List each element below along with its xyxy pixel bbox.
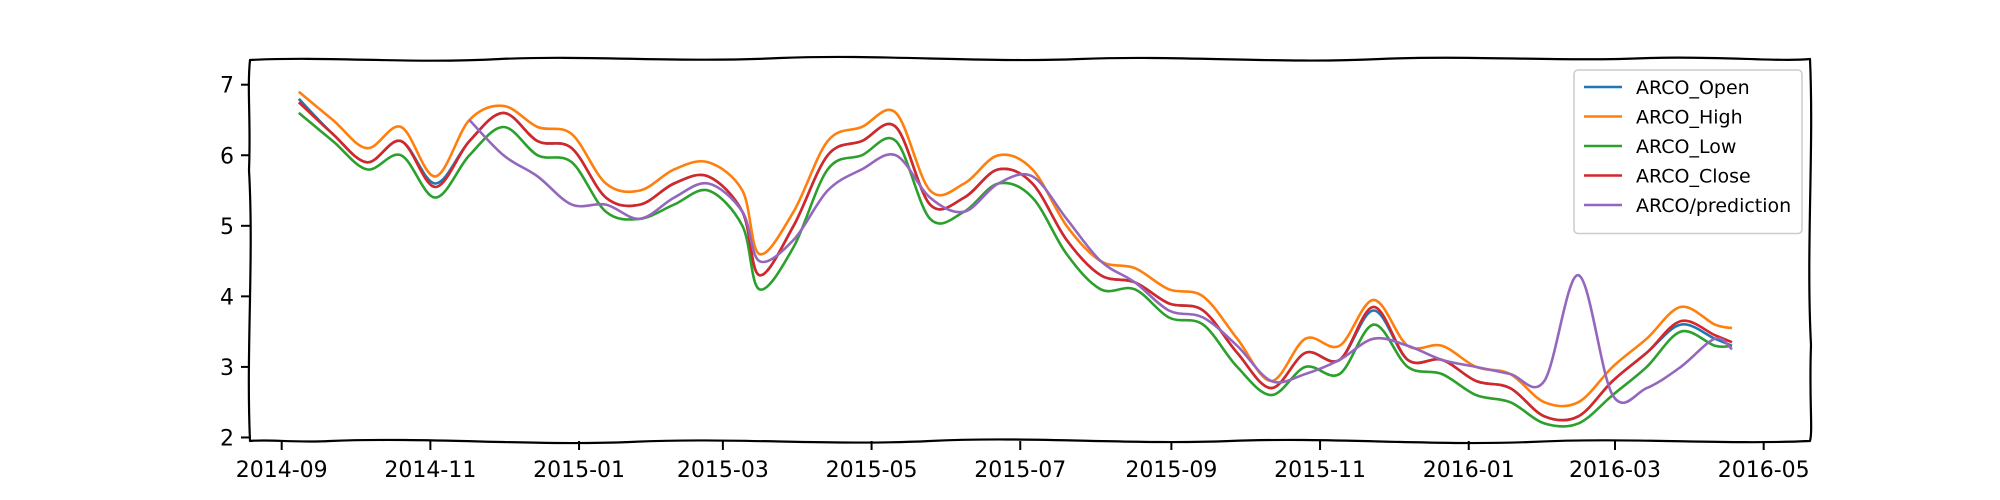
legend-label: ARCO_Low <box>1636 136 1736 158</box>
y-tick-label: 6 <box>220 144 234 169</box>
legend-label: ARCO_Close <box>1636 166 1751 188</box>
x-tick-label: 2014-09 <box>236 458 328 483</box>
y-axis: 2 3 4 5 6 7 <box>220 74 250 451</box>
series-line-0 <box>297 97 1733 422</box>
x-tick-label: 2015-05 <box>826 458 918 483</box>
y-tick-label: 7 <box>220 74 234 99</box>
plot-frame <box>247 55 1813 445</box>
series-line-4 <box>468 119 1733 404</box>
y-tick-label: 5 <box>220 215 234 240</box>
legend-box <box>1573 69 1803 235</box>
legend-label: ARCO/prediction <box>1636 195 1791 217</box>
x-axis: 2014-09 2014-11 2015-01 2015-03 2015-05 2015-… <box>236 441 1810 483</box>
y-tick-label: 3 <box>220 356 234 381</box>
x-tick-label: 2015-09 <box>1125 458 1217 483</box>
x-tick-label: 2015-07 <box>974 458 1066 483</box>
x-tick-label: 2016-05 <box>1718 458 1810 483</box>
y-tick-label: 2 <box>220 426 234 451</box>
series-line-3 <box>297 101 1733 422</box>
legend: ARCO_Open ARCO_High ARCO_Low ARCO_Close ARCO… <box>1573 69 1803 235</box>
x-tick-label: 2015-01 <box>533 458 625 483</box>
x-tick-label: 2015-03 <box>677 458 769 483</box>
x-tick-label: 2014-11 <box>384 458 476 483</box>
x-tick-label: 2015-11 <box>1274 458 1366 483</box>
y-tick-label: 4 <box>220 285 234 310</box>
series-layer <box>297 90 1733 428</box>
series-line-2 <box>297 111 1733 428</box>
series-line-1 <box>297 90 1733 408</box>
x-tick-label: 2016-01 <box>1423 458 1515 483</box>
x-tick-label: 2016-03 <box>1569 458 1661 483</box>
legend-label: ARCO_High <box>1636 107 1743 129</box>
legend-label: ARCO_Open <box>1636 77 1750 99</box>
